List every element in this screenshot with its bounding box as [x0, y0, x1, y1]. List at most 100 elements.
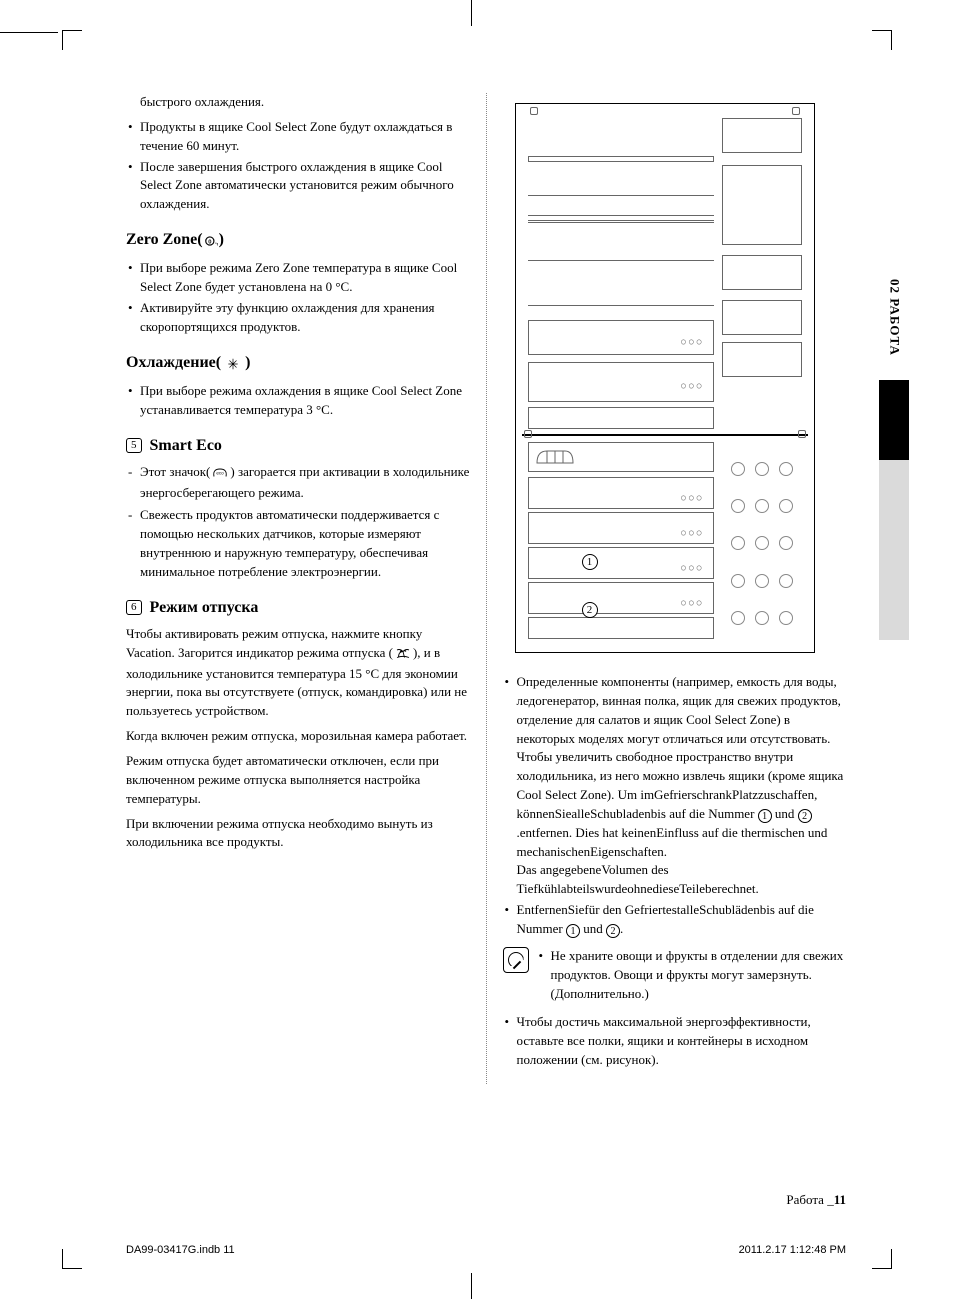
list-item: Продукты в ящике Cool Select Zone будут …: [126, 118, 470, 156]
freezer-drawer: ○○○: [528, 547, 714, 579]
column-divider: [486, 93, 487, 1084]
section-side-tab: 02 РАБОТА: [880, 275, 908, 640]
smart-eco-items: Этот значок(eco) загорается при активаци…: [126, 463, 470, 582]
footer-section: Работа _: [786, 1192, 833, 1207]
list-item: Не храните овощи и фрукты в отделении дл…: [537, 947, 847, 1004]
text: EntfernenSiefür den GefriertestalleSchub…: [517, 902, 814, 936]
compartment-divider: [522, 434, 808, 436]
freezer-door-grid: [722, 450, 802, 640]
door-bin: [722, 342, 802, 377]
text: .entfernen. Dies hat keinenEinfluss auf …: [517, 825, 828, 859]
circ-num: 2: [798, 809, 812, 823]
heading-text: Режим отпуска: [150, 599, 259, 616]
list-item: После завершения быстрого охлаждения в я…: [126, 158, 470, 215]
note-block: Не храните овощи и фрукты в отделении дл…: [503, 947, 847, 1006]
crop-mark: [62, 30, 82, 50]
zero-zone-bullets: При выборе режима Zero Zone температура …: [126, 259, 470, 336]
shelf: [528, 260, 714, 261]
document-print-footer: DA99-03417G.indb 11 2011.2.17 1:12:48 PM: [126, 1243, 846, 1259]
door-bin: [722, 118, 802, 153]
fridge-diagram: ○○○ ○○○ ○○○ ○○○ ○○○ ○○○: [515, 103, 815, 653]
svg-text:0: 0: [208, 239, 211, 245]
smart-eco-heading: 5 Smart Eco: [126, 434, 470, 457]
shelf: [528, 156, 714, 162]
vacation-paragraph: При включении режима отпуска необходимо …: [126, 815, 470, 853]
side-tab-label: 02 РАБОТА: [885, 275, 904, 368]
list-item: Свежесть продуктов автоматически поддерж…: [126, 506, 470, 581]
text-pre: Этот значок(: [140, 464, 210, 479]
door-bin: [722, 300, 802, 335]
text: und: [775, 806, 798, 821]
side-tab-gray-block: [879, 460, 909, 640]
hinge-icon: [798, 430, 806, 438]
heading-text: Охлаждение(: [126, 354, 221, 371]
heading-text: Smart Eco: [150, 437, 222, 454]
circ-num: 1: [758, 809, 772, 823]
svg-text:°c: °c: [215, 242, 218, 247]
left-column: быстрого охлаждения. Продукты в ящике Co…: [126, 93, 470, 1084]
crop-mark: [872, 1249, 892, 1269]
list-item: EntfernenSiefür den GefriertestalleSchub…: [503, 901, 847, 939]
wine-rack: [528, 215, 714, 223]
freezer-drawer: ○○○: [528, 477, 714, 509]
cooling-heading: Охлаждение( ): [126, 351, 470, 376]
freezer-drawer: [528, 617, 714, 639]
vacation-heading: 6 Режим отпуска: [126, 596, 470, 619]
cooling-icon: [226, 353, 240, 376]
side-tab-black-block: [879, 380, 909, 460]
vacation-paragraph: Режим отпуска будет автоматически отключ…: [126, 752, 470, 809]
shelf: [528, 195, 714, 196]
text: Das angegebeneVolumen des Tiefkühlabteil…: [517, 862, 759, 896]
freezer-drawer: ○○○: [528, 512, 714, 544]
vacation-paragraph: Чтобы активировать режим отпуска, нажмит…: [126, 625, 470, 721]
crop-mark: [62, 1249, 82, 1269]
page-content: быстрого охлаждения. Продукты в ящике Co…: [126, 93, 846, 1224]
intro-bullets: Продукты в ящике Cool Select Zone будут …: [126, 118, 470, 214]
zero-zone-heading: Zero Zone(0°c): [126, 228, 470, 253]
page-footer-label: Работа _11: [786, 1191, 846, 1210]
right-bullets: Определенные компоненты (например, емкос…: [503, 673, 847, 939]
shelf: [528, 305, 714, 306]
heading-close: ): [245, 354, 250, 371]
footer-page-num: 11: [834, 1192, 846, 1207]
eco-leaf-icon: eco: [211, 465, 229, 484]
note-bullets: Не храните овощи и фрукты в отделении дл…: [537, 947, 847, 1006]
badge-num: 6: [126, 600, 142, 615]
circ-num: 2: [606, 924, 620, 938]
freezer-drawer: ○○○: [528, 582, 714, 614]
drawer: [528, 407, 714, 429]
right-bullets-tail: Чтобы достичь максимальной энергоэффекти…: [503, 1013, 847, 1070]
text: .: [620, 921, 623, 936]
drawer: ○○○: [528, 362, 714, 402]
doc-filename: DA99-03417G.indb 11: [126, 1243, 235, 1259]
drawer: ○○○: [528, 320, 714, 355]
heading-close: ): [219, 231, 224, 248]
hinge-icon: [530, 107, 538, 115]
list-item: Активируйте эту функцию охлаждения для х…: [126, 299, 470, 337]
svg-text:eco: eco: [217, 470, 225, 475]
cooling-bullets: При выборе режима охлаждения в ящике Coo…: [126, 382, 470, 420]
callout-label: 1: [582, 554, 598, 570]
badge-num: 5: [126, 438, 142, 453]
door-bin: [722, 255, 802, 290]
crop-mark: [872, 30, 892, 50]
list-item: Этот значок(eco) загорается при активаци…: [126, 463, 470, 503]
zero-zone-icon: 0 °c: [204, 230, 218, 253]
door-bin: [722, 165, 802, 245]
freezer-tray: [528, 442, 714, 472]
vacation-palm-icon: [394, 646, 412, 665]
vacation-paragraph: Когда включен режим отпуска, морозильная…: [126, 727, 470, 746]
circ-num: 1: [566, 924, 580, 938]
list-item: При выборе режима Zero Zone температура …: [126, 259, 470, 297]
crop-hairline: [471, 0, 472, 26]
crop-hairline: [471, 1273, 472, 1299]
doc-timestamp: 2011.2.17 1:12:48 PM: [739, 1243, 846, 1259]
hinge-icon: [524, 430, 532, 438]
right-column: ○○○ ○○○ ○○○ ○○○ ○○○ ○○○: [503, 93, 847, 1084]
list-item: Определенные компоненты (например, емкос…: [503, 673, 847, 899]
callout-label: 2: [582, 602, 598, 618]
hinge-icon: [792, 107, 800, 115]
list-item: При выборе режима охлаждения в ящике Coo…: [126, 382, 470, 420]
intro-tail: быстрого охлаждения.: [126, 93, 470, 112]
text: Определенные компоненты (например, емкос…: [517, 674, 844, 821]
